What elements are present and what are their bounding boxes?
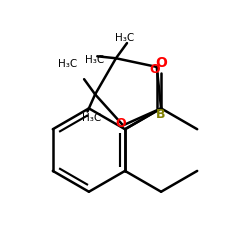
Text: O: O <box>155 56 167 70</box>
Text: O: O <box>149 62 160 76</box>
Text: B: B <box>156 108 166 121</box>
Text: H₃C: H₃C <box>115 33 134 43</box>
Text: H₃C: H₃C <box>58 59 77 69</box>
Text: H₃C: H₃C <box>85 55 104 65</box>
Text: O: O <box>116 117 126 130</box>
Text: H₃C: H₃C <box>82 113 102 123</box>
